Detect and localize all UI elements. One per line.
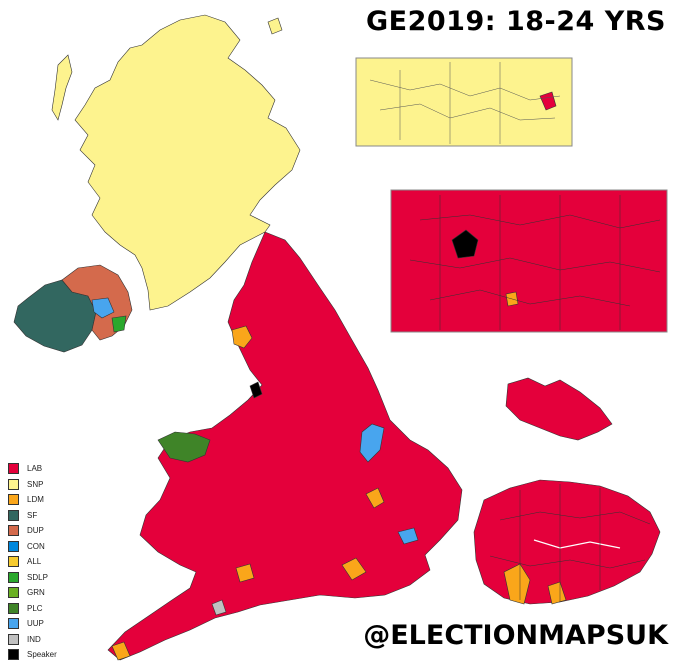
legend-label: Speaker xyxy=(27,650,57,660)
region-ldm-south xyxy=(341,557,367,581)
inset-central-scotland-red xyxy=(539,91,557,111)
legend-label: SNP xyxy=(27,479,44,489)
region-ni-sdlp xyxy=(111,315,127,333)
legend-swatch xyxy=(8,478,19,490)
legend-label: GRN xyxy=(27,588,45,598)
legend-item: SNP xyxy=(8,477,57,493)
legend-label: ALL xyxy=(27,557,42,567)
legend-swatch xyxy=(8,556,19,568)
legend-swatch xyxy=(8,587,19,599)
region-scotland xyxy=(74,14,301,311)
legend-item: SDLP xyxy=(8,570,57,586)
region-western-isles xyxy=(51,54,73,121)
region-speaker xyxy=(249,381,263,399)
legend-item: UUP xyxy=(8,616,57,632)
legend-swatch xyxy=(8,602,19,614)
legend-label: SF xyxy=(27,510,38,520)
legend-label: UUP xyxy=(27,619,44,629)
legend-label: IND xyxy=(27,634,41,644)
region-wales-plc xyxy=(157,431,211,463)
region-ldm-bath xyxy=(235,563,255,583)
region-england xyxy=(107,231,463,661)
inset-london-ldm-2 xyxy=(547,581,567,605)
legend-swatch xyxy=(8,540,19,552)
inset-central-scotland-frame xyxy=(355,57,573,147)
region-ldm-cornwall xyxy=(111,641,131,661)
legend-swatch xyxy=(8,494,19,506)
region-orkney xyxy=(267,17,283,35)
legend-item: GRN xyxy=(8,585,57,601)
legend-item: SF xyxy=(8,508,57,524)
legend-label: LDM xyxy=(27,495,44,505)
twitter-handle: @ELECTIONMAPSUK xyxy=(363,620,668,651)
legend-swatch xyxy=(8,509,19,521)
inset-london-lines xyxy=(489,484,651,602)
region-con-east xyxy=(359,423,385,463)
inset-north-west-frame xyxy=(390,189,668,333)
legend: LAB SNP LDM SF DUP CON ALL SDLP GRN PLC UUP IND Spea… xyxy=(8,461,57,663)
inset-london-river xyxy=(533,539,621,549)
legend-swatch xyxy=(8,525,19,537)
legend-swatch xyxy=(8,649,19,661)
inset-north-west-speaker xyxy=(451,229,479,259)
region-ldm-oxford xyxy=(365,487,385,509)
region-ldm-northwest xyxy=(231,325,253,349)
legend-label: PLC xyxy=(27,603,43,613)
legend-item: PLC xyxy=(8,601,57,617)
legend-item: CON xyxy=(8,539,57,555)
legend-label: CON xyxy=(27,541,45,551)
inset-west-midlands xyxy=(505,377,613,441)
legend-label: SDLP xyxy=(27,572,48,582)
legend-swatch xyxy=(8,571,19,583)
legend-label: DUP xyxy=(27,526,44,536)
inset-central-scotland-lines xyxy=(369,62,561,144)
legend-item: LDM xyxy=(8,492,57,508)
legend-item: IND xyxy=(8,632,57,648)
legend-item: ALL xyxy=(8,554,57,570)
legend-swatch xyxy=(8,618,19,630)
map-title: GE2019: 18-24 YRS xyxy=(366,6,666,37)
legend-item: LAB xyxy=(8,461,57,477)
legend-swatch xyxy=(8,633,19,645)
legend-swatch xyxy=(8,463,19,475)
region-ni-uup xyxy=(91,297,115,319)
inset-north-west-lines xyxy=(409,195,661,330)
inset-london-ldm xyxy=(503,563,531,605)
legend-label: LAB xyxy=(27,464,43,474)
region-con-kent xyxy=(397,527,419,545)
region-ind-chorley xyxy=(211,599,227,616)
inset-london xyxy=(473,479,661,605)
legend-item: Speaker xyxy=(8,647,57,663)
legend-item: DUP xyxy=(8,523,57,539)
